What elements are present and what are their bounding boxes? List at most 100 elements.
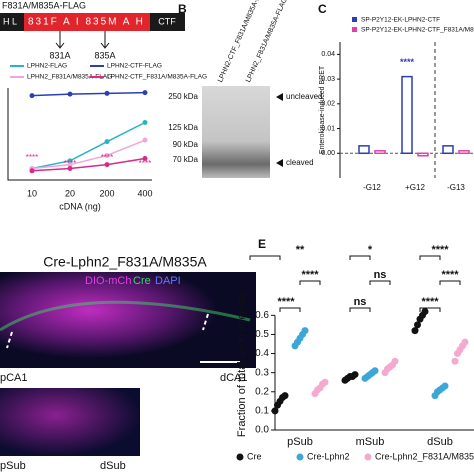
y-tick-label: 0.03 bbox=[321, 76, 335, 83]
annotation: * bbox=[368, 244, 373, 256]
point bbox=[104, 162, 110, 168]
point bbox=[391, 357, 399, 365]
point bbox=[271, 407, 279, 415]
point bbox=[67, 162, 73, 168]
annotation: **** bbox=[64, 159, 76, 168]
y-tick-label: 0.01 bbox=[321, 125, 335, 132]
y-tick-label: 0.0 bbox=[255, 425, 269, 436]
ctf-box bbox=[150, 13, 185, 31]
y-tick-label: 0.04 bbox=[321, 51, 335, 58]
point bbox=[371, 367, 379, 375]
cleaved: cleaved bbox=[286, 158, 314, 167]
x-tick-label: mSub bbox=[356, 436, 385, 448]
bar bbox=[374, 150, 386, 155]
legend-dot bbox=[236, 453, 244, 461]
construct-box bbox=[0, 13, 24, 31]
seq-left: H L bbox=[3, 16, 17, 26]
channel: DIO-mCh bbox=[85, 275, 131, 287]
x-tick-label: 20 bbox=[65, 188, 75, 198]
construct-bar bbox=[0, 13, 185, 31]
image bbox=[0, 272, 256, 368]
bracket bbox=[419, 307, 441, 312]
point bbox=[451, 357, 459, 365]
y-tick-label: 0.4 bbox=[255, 348, 269, 359]
bracket bbox=[299, 280, 321, 285]
axis bbox=[7, 88, 152, 181]
legend-label: Cre-Lphn2 bbox=[307, 451, 350, 461]
legend-dot bbox=[364, 453, 372, 461]
lane-label: LPHN2-CTF_F831A/M835A-FLAG bbox=[217, 0, 267, 84]
bracket bbox=[249, 255, 281, 260]
bar bbox=[442, 145, 454, 155]
bar bbox=[401, 75, 413, 155]
annotation: **** bbox=[421, 296, 439, 308]
x-label: cDNA (ng) bbox=[59, 201, 101, 211]
x-tick-label: 200 bbox=[99, 188, 114, 198]
legend-label: SP-P2Y12-EK-LPHN2-CTF bbox=[361, 17, 440, 24]
point bbox=[441, 382, 449, 390]
annotation: ** bbox=[296, 244, 305, 256]
x-tick-label: 400 bbox=[137, 188, 152, 198]
point bbox=[321, 378, 329, 386]
bar bbox=[358, 145, 370, 155]
x-tick-label: +G12 bbox=[405, 183, 425, 192]
bracket bbox=[279, 307, 301, 312]
y-tick-label: 0.6 bbox=[255, 310, 269, 321]
legend-label: Cre bbox=[247, 451, 262, 461]
annotation: ns bbox=[374, 269, 387, 281]
bracket bbox=[439, 280, 461, 285]
point bbox=[29, 168, 35, 174]
annotation: **** bbox=[277, 296, 295, 308]
y-tick-label: 0.02 bbox=[321, 101, 335, 108]
y-tick-label: 0.00 bbox=[321, 150, 335, 157]
annotation: **** bbox=[101, 153, 113, 162]
marker: 125 kDa bbox=[168, 123, 198, 132]
point bbox=[351, 371, 359, 379]
annotation: **** bbox=[301, 269, 319, 281]
image bbox=[0, 388, 140, 456]
annotation: ns bbox=[354, 296, 367, 308]
point bbox=[67, 91, 73, 97]
legend-label: Cre-Lphn2_F831A/M835A bbox=[375, 451, 474, 461]
point bbox=[104, 152, 110, 158]
series-line bbox=[31, 121, 146, 170]
image-label: pSub bbox=[0, 460, 26, 472]
point bbox=[142, 137, 148, 143]
cre-band bbox=[0, 300, 251, 332]
legend-label: SP-P2Y12-EK-LPHN2-CTF_F831A/M835A bbox=[361, 27, 474, 34]
annotation: **** bbox=[400, 57, 415, 67]
x-tick-label: dSub bbox=[427, 436, 453, 448]
y-tick-label: 0.3 bbox=[255, 367, 269, 378]
point bbox=[421, 308, 429, 316]
x-tick-label: pSub bbox=[287, 436, 313, 448]
y-tick-label: 0.2 bbox=[255, 386, 269, 397]
dashes bbox=[6, 313, 209, 429]
point bbox=[461, 338, 469, 346]
marker: 250 kDa bbox=[168, 92, 198, 101]
point bbox=[142, 90, 148, 96]
panel-letter: B bbox=[178, 2, 187, 16]
legend-label: LPHN2-CTF-FLAG bbox=[107, 63, 162, 70]
construct: F831A/M835A-FLAG bbox=[2, 0, 86, 10]
seq: 831F A I 835M A H bbox=[28, 17, 145, 28]
annotation: **** bbox=[431, 244, 449, 256]
x-tick-label: -G12 bbox=[363, 183, 381, 192]
y-label: Fraction of total axon intensity bbox=[236, 290, 248, 437]
bar bbox=[458, 150, 470, 155]
mut2: 835A bbox=[94, 50, 115, 60]
legend-label: LPHN2-FLAG bbox=[27, 63, 67, 70]
ctf-label: CTF bbox=[158, 16, 176, 26]
bracket bbox=[349, 255, 371, 260]
point bbox=[301, 327, 309, 335]
point bbox=[67, 166, 73, 171]
image-title: Cre-Lphn2_F831A/M835A bbox=[43, 254, 207, 270]
x-tick-label: 10 bbox=[27, 188, 37, 198]
series-line bbox=[31, 139, 146, 170]
uncleaved: uncleaved bbox=[286, 92, 322, 101]
marker: 90 kDa bbox=[173, 140, 199, 149]
point bbox=[104, 139, 110, 145]
bracket bbox=[419, 255, 441, 260]
annotation: **** bbox=[26, 153, 38, 162]
panel-letter: E bbox=[258, 237, 266, 251]
